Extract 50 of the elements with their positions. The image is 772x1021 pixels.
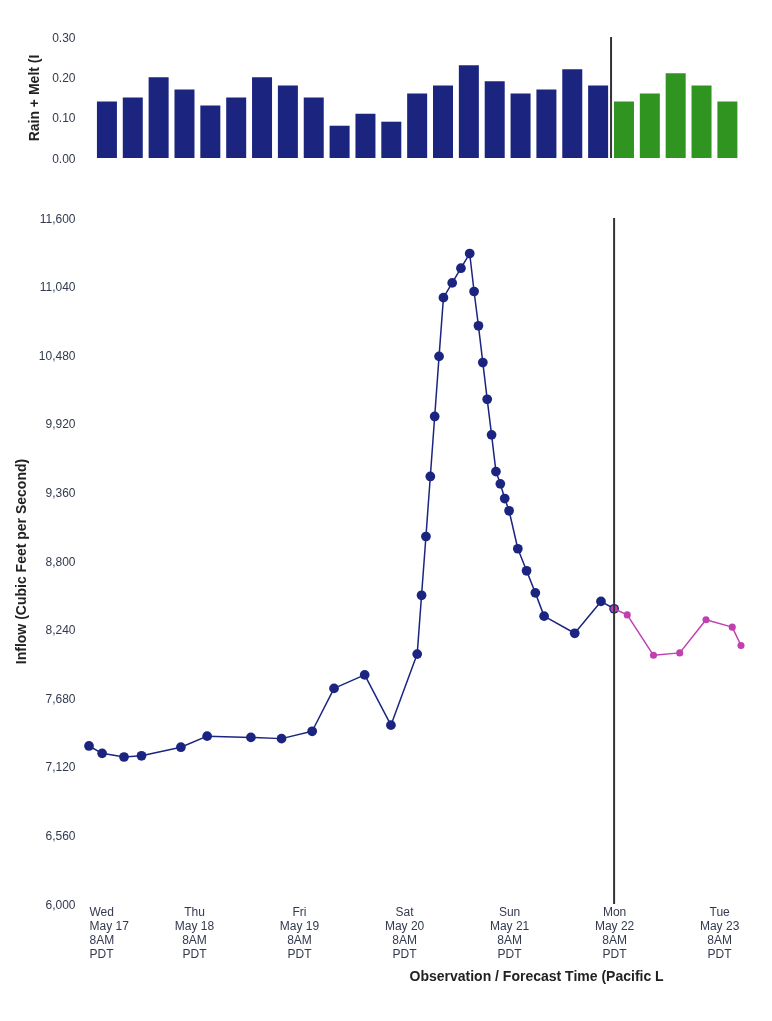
bar xyxy=(226,97,247,158)
y-tick-label: 8,240 xyxy=(45,623,76,638)
bar xyxy=(303,97,324,158)
bar xyxy=(691,85,712,158)
bar xyxy=(433,85,454,158)
y-tick-label: 0.00 xyxy=(52,151,76,166)
bar xyxy=(355,113,376,158)
bar xyxy=(510,93,531,158)
bar xyxy=(174,89,195,158)
y-tick-label: 0.30 xyxy=(52,30,76,45)
y-tick-label: 6,560 xyxy=(45,828,76,843)
bar xyxy=(484,81,505,158)
bar xyxy=(329,125,350,158)
y-tick-label: 11,040 xyxy=(39,280,76,295)
bar xyxy=(536,89,557,158)
y-tick-label: 9,920 xyxy=(45,417,76,432)
y-tick-label: 7,680 xyxy=(45,691,76,706)
x-tick-label: Tue May 23 8AM PDT xyxy=(699,904,740,961)
y-tick-label: 0.20 xyxy=(52,70,76,85)
bar xyxy=(200,105,221,158)
x-tick-label: Wed May 17 8AM PDT xyxy=(89,904,130,961)
bar xyxy=(665,73,686,158)
bar xyxy=(148,77,169,158)
bar xyxy=(613,101,634,158)
y-tick-label: 10,480 xyxy=(38,348,76,363)
y-axis-title: Rain + Melt (I xyxy=(26,54,43,142)
x-tick-label: Fri May 19 8AM PDT xyxy=(279,904,320,961)
bar xyxy=(458,65,479,158)
bar xyxy=(562,69,583,158)
bar xyxy=(381,121,402,158)
bar xyxy=(639,93,660,158)
y-tick-label: 0.10 xyxy=(52,111,76,126)
y-tick-label: 6,000 xyxy=(45,897,76,912)
bar xyxy=(407,93,428,158)
y-axis-title: Inflow (Cubic Feet per Second) xyxy=(12,458,29,665)
bar xyxy=(717,101,738,158)
x-tick-label: Sat May 20 8AM PDT xyxy=(384,904,425,961)
bar xyxy=(96,101,117,158)
bar xyxy=(122,97,143,158)
bar xyxy=(252,77,273,158)
bar xyxy=(277,85,298,158)
x-axis-title: Observation / Forecast Time (Pacific L xyxy=(409,967,665,984)
y-tick-label: 7,120 xyxy=(45,760,76,775)
x-tick-label: Mon May 22 8AM PDT xyxy=(594,904,635,961)
y-tick-label: 8,800 xyxy=(45,554,76,569)
x-tick-label: Sun May 21 8AM PDT xyxy=(489,904,530,961)
y-tick-label: 11,600 xyxy=(39,211,76,226)
y-tick-label: 9,360 xyxy=(45,485,76,500)
bar xyxy=(588,85,609,158)
x-tick-label: Thu May 18 8AM PDT xyxy=(174,904,215,961)
